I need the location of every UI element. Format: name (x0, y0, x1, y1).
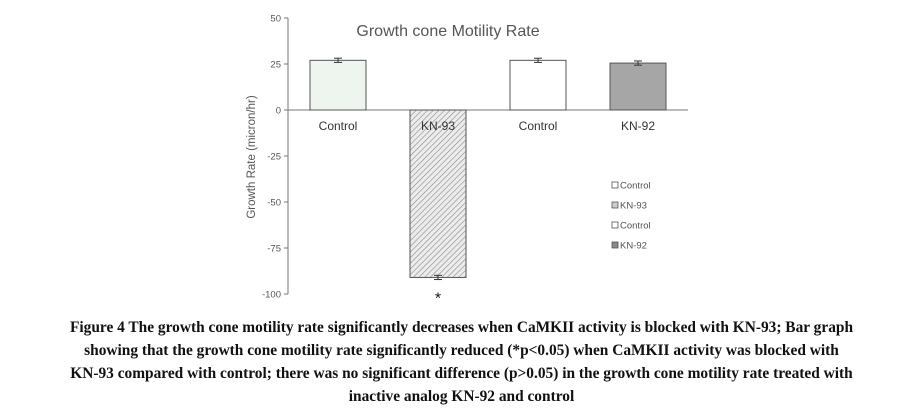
y-axis-label: Growth Rate (micron/hr) (246, 95, 258, 219)
bar (509, 59, 567, 111)
y-tick-label: -100 (262, 290, 281, 301)
significance-marker: * (435, 290, 441, 307)
category-label: Control (319, 119, 358, 133)
chart-title: Growth cone Motility Rate (356, 23, 539, 40)
caption-line-2: showing that the growth cone motility ra… (84, 342, 839, 359)
y-tick-label: 25 (270, 60, 281, 71)
y-tick-label: -50 (267, 198, 281, 209)
y-tick-label: -25 (267, 152, 281, 163)
bar (409, 109, 467, 278)
legend-swatch (611, 221, 619, 229)
bar (309, 59, 367, 111)
legend-swatch (611, 181, 619, 189)
caption-line-3: KN-93 compared with control; there was n… (70, 365, 853, 382)
y-tick-label: -75 (267, 244, 281, 255)
legend-swatch (611, 201, 619, 209)
legend-label: Control (620, 221, 651, 232)
legend-label: KN-92 (620, 241, 647, 252)
legend-swatch (611, 241, 619, 249)
y-tick-label: 50 (270, 14, 281, 25)
legend-label: KN-93 (620, 201, 647, 212)
figure-caption: Figure 4 The growth cone motility rate s… (20, 316, 903, 408)
category-label: KN-92 (621, 119, 655, 133)
y-tick-label: 0 (276, 106, 281, 117)
caption-line-4: inactive analog KN-92 and control (348, 388, 575, 405)
category-label: Control (519, 119, 558, 133)
legend-label: Control (620, 181, 651, 192)
bar (609, 62, 667, 111)
legend: Control KN-93 Control KN-92 (611, 181, 651, 252)
caption-line-1: Figure 4 The growth cone motility rate s… (69, 319, 854, 336)
category-label: KN-93 (421, 119, 455, 133)
